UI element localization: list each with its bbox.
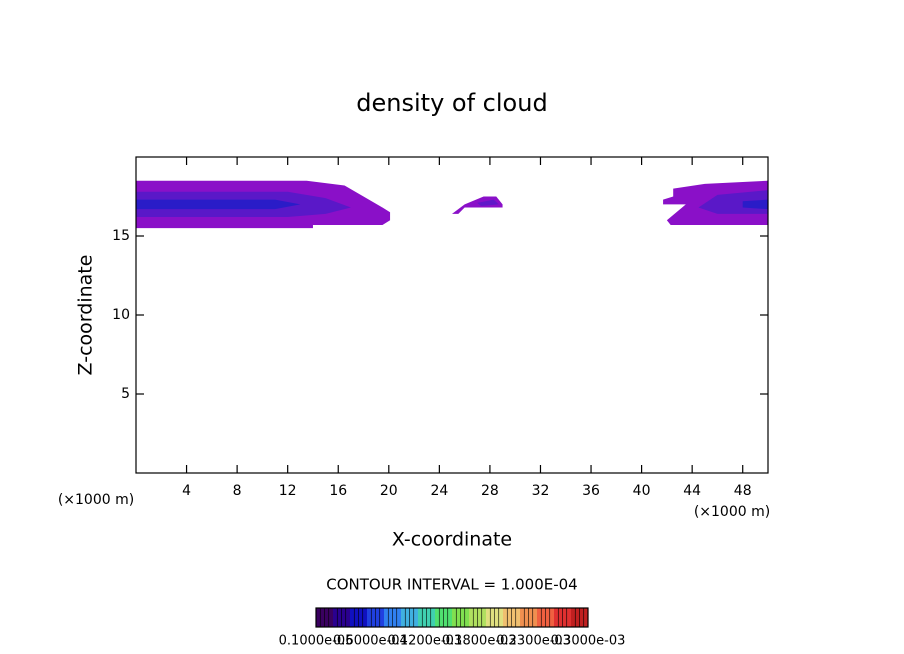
colorbar-label: 0.3000e-03 (551, 634, 626, 649)
x-unit-label: (×1000 m) (694, 504, 770, 520)
contour-interval: CONTOUR INTERVAL = 1.000E-04 (326, 576, 577, 594)
contour-region (477, 199, 499, 206)
x-unit-label: (×1000 m) (58, 492, 134, 508)
chart-title: density of cloud (356, 89, 547, 117)
y-tick-label: 15 (112, 228, 130, 244)
contour-region (742, 199, 768, 210)
x-tick-label: 16 (329, 483, 347, 499)
x-tick-label: 36 (582, 483, 600, 499)
contour-region (136, 199, 301, 210)
x-tick-label: 32 (532, 483, 550, 499)
y-tick-label: 10 (112, 307, 130, 323)
colorbar-frame (315, 607, 589, 628)
x-axis-label: X-coordinate (392, 529, 512, 551)
colorbar-label: 0.6000e-04 (333, 634, 408, 649)
x-tick-label: 12 (279, 483, 297, 499)
x-tick-label: 8 (233, 483, 242, 499)
x-tick-label: 44 (683, 483, 701, 499)
y-axis-label: Z-coordinate (75, 255, 97, 376)
x-tick-label: 4 (182, 483, 191, 499)
colorbar-label: 0.1200e-03 (387, 634, 462, 649)
y-tick-label: 5 (121, 386, 130, 402)
colorbar-label: 0.2300e-03 (496, 634, 571, 649)
colorbar-label: 0.1800e-03 (442, 634, 517, 649)
colorbar-label: 0.1000e-05 (279, 634, 354, 649)
x-tick-label: 48 (734, 483, 752, 499)
contour-region (452, 196, 503, 214)
x-tick-label: 40 (633, 483, 651, 499)
x-tick-label: 24 (430, 483, 448, 499)
x-tick-label: 20 (380, 483, 398, 499)
x-tick-label: 28 (481, 483, 499, 499)
